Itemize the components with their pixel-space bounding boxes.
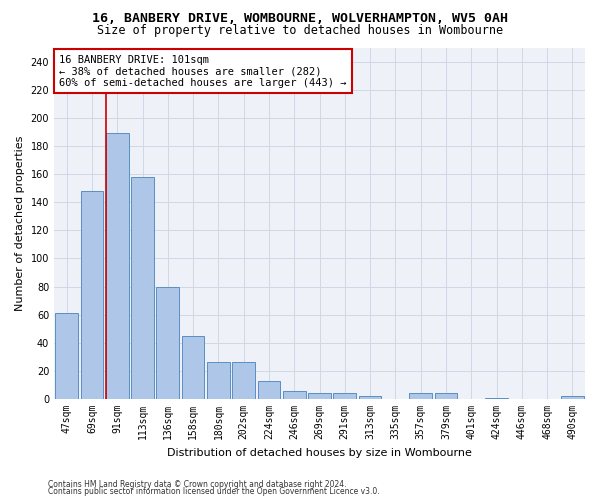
X-axis label: Distribution of detached houses by size in Wombourne: Distribution of detached houses by size … <box>167 448 472 458</box>
Bar <box>182 336 205 399</box>
Bar <box>257 381 280 399</box>
Text: 16, BANBERY DRIVE, WOMBOURNE, WOLVERHAMPTON, WV5 0AH: 16, BANBERY DRIVE, WOMBOURNE, WOLVERHAMP… <box>92 12 508 26</box>
Bar <box>485 398 508 399</box>
Bar <box>131 177 154 399</box>
Bar <box>80 191 103 399</box>
Bar <box>283 390 305 399</box>
Text: Contains HM Land Registry data © Crown copyright and database right 2024.: Contains HM Land Registry data © Crown c… <box>48 480 347 489</box>
Bar <box>334 394 356 399</box>
Text: Size of property relative to detached houses in Wombourne: Size of property relative to detached ho… <box>97 24 503 37</box>
Bar <box>232 362 255 399</box>
Bar <box>434 394 457 399</box>
Bar <box>561 396 584 399</box>
Y-axis label: Number of detached properties: Number of detached properties <box>15 136 25 311</box>
Bar <box>106 134 128 399</box>
Bar <box>359 396 382 399</box>
Text: 16 BANBERY DRIVE: 101sqm
← 38% of detached houses are smaller (282)
60% of semi-: 16 BANBERY DRIVE: 101sqm ← 38% of detach… <box>59 54 347 88</box>
Text: Contains public sector information licensed under the Open Government Licence v3: Contains public sector information licen… <box>48 487 380 496</box>
Bar <box>55 314 78 399</box>
Bar <box>207 362 230 399</box>
Bar <box>308 394 331 399</box>
Bar <box>409 394 432 399</box>
Bar <box>157 286 179 399</box>
